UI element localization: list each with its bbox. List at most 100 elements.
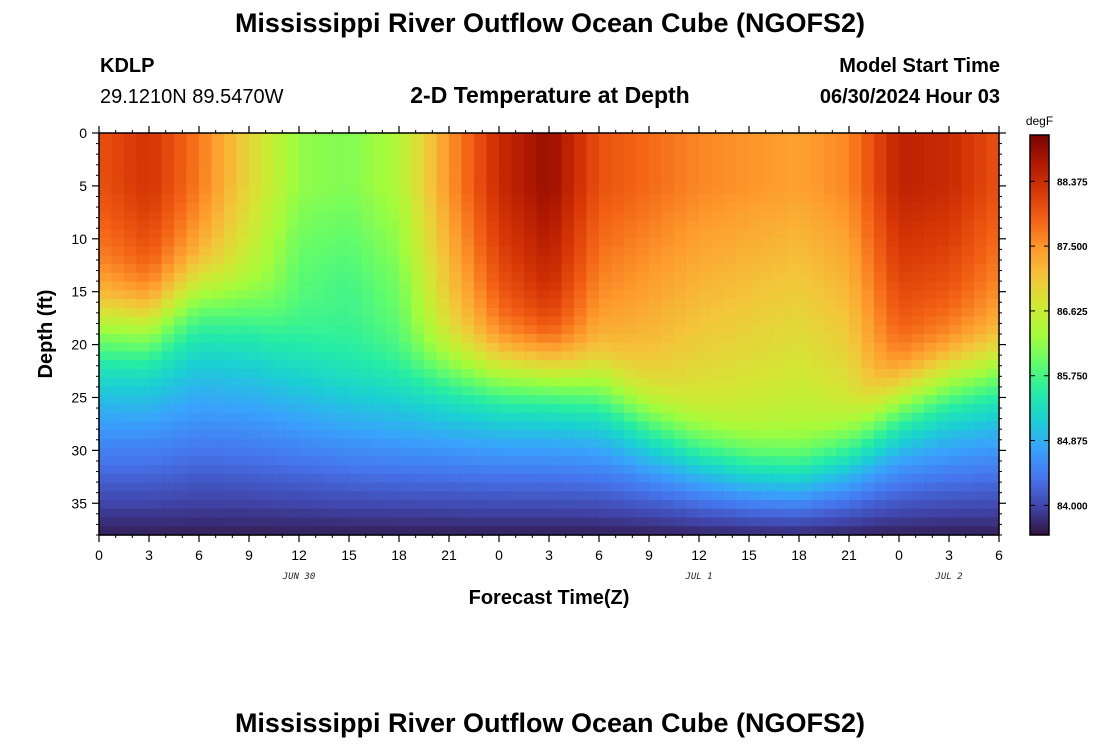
heatmap-cell — [649, 307, 663, 318]
heatmap-cell — [311, 438, 325, 449]
heatmap-cell — [949, 377, 963, 388]
heatmap-cell — [211, 211, 225, 221]
heatmap-cell — [974, 167, 988, 178]
heatmap-cell — [136, 473, 150, 484]
heatmap-cell — [136, 299, 150, 309]
heatmap-cell — [161, 465, 175, 475]
heatmap-cell — [674, 360, 688, 370]
heatmap-cell — [149, 368, 163, 379]
heatmap-cell — [311, 456, 325, 466]
heatmap-cell — [861, 281, 875, 291]
heatmap-cell — [549, 438, 563, 449]
heatmap-cell — [899, 447, 913, 457]
heatmap-cell — [961, 500, 975, 510]
heatmap-cell — [949, 159, 963, 169]
heatmap-cell — [574, 272, 588, 283]
heatmap-cell — [624, 237, 638, 248]
heatmap-cell — [249, 351, 263, 361]
heatmap-cell — [911, 412, 925, 422]
heatmap-cell — [786, 473, 800, 484]
heatmap-cell — [124, 508, 138, 519]
heatmap-cell — [474, 508, 488, 519]
heatmap-cell — [299, 281, 313, 291]
heatmap-cell — [786, 194, 800, 204]
heatmap-cell — [974, 482, 988, 492]
heatmap-cell — [424, 334, 438, 344]
heatmap-cell — [386, 202, 400, 213]
heatmap-cell — [361, 508, 375, 519]
heatmap-cell — [461, 377, 475, 388]
heatmap-cell — [949, 220, 963, 230]
heatmap-cell — [936, 133, 950, 143]
x-tick-label: 3 — [945, 547, 953, 563]
heatmap-cell — [311, 412, 325, 422]
heatmap-cell — [161, 334, 175, 344]
heatmap-cell — [874, 377, 888, 388]
heatmap-cell — [274, 430, 288, 440]
heatmap-cell — [699, 194, 713, 204]
heatmap-cell — [399, 264, 413, 274]
heatmap-cell — [686, 194, 700, 204]
heatmap-cell — [511, 395, 525, 405]
heatmap-cell — [949, 430, 963, 440]
heatmap-cell — [911, 307, 925, 318]
heatmap-cell — [474, 281, 488, 291]
heatmap-cell — [261, 220, 275, 230]
heatmap-cell — [199, 237, 213, 248]
heatmap-cell — [274, 342, 288, 353]
heatmap-cell — [386, 290, 400, 300]
heatmap-cell — [361, 141, 375, 152]
heatmap-cell — [361, 220, 375, 230]
heatmap-cell — [924, 133, 938, 143]
heatmap-cell — [499, 438, 513, 449]
heatmap-cell — [874, 456, 888, 466]
heatmap-cell — [499, 141, 513, 152]
heatmap-cell — [124, 526, 138, 536]
heatmap-cell — [324, 167, 338, 178]
heatmap-cell — [611, 290, 625, 300]
heatmap-cell — [599, 395, 613, 405]
heatmap-cell — [161, 176, 175, 187]
heatmap-cell — [711, 473, 725, 484]
heatmap-cell — [274, 316, 288, 326]
heatmap-cell — [199, 386, 213, 396]
heatmap-cell — [536, 447, 550, 457]
heatmap-cell — [961, 281, 975, 291]
heatmap-cell — [736, 456, 750, 466]
heatmap-cell — [286, 377, 300, 388]
heatmap-cell — [399, 229, 413, 239]
heatmap-cell — [311, 334, 325, 344]
heatmap-cell — [774, 229, 788, 239]
heatmap-cell — [486, 351, 500, 361]
heatmap-cell — [836, 473, 850, 484]
colorbar-tick-label: 85.750 — [1057, 372, 1088, 383]
heatmap-cell — [686, 465, 700, 475]
heatmap-cell — [536, 255, 550, 265]
heatmap-cell — [836, 202, 850, 213]
heatmap-cell — [236, 255, 250, 265]
heatmap-cell — [861, 185, 875, 195]
heatmap-cell — [411, 246, 425, 256]
heatmap-cell — [536, 482, 550, 492]
heatmap-cell — [124, 377, 138, 388]
heatmap-cell — [249, 386, 263, 396]
heatmap-cell — [799, 220, 813, 230]
heatmap-cell — [374, 526, 388, 536]
heatmap-cell — [899, 255, 913, 265]
heatmap-cell — [786, 447, 800, 457]
heatmap-cell — [974, 237, 988, 248]
heatmap-cell — [774, 202, 788, 213]
heatmap-cell — [511, 133, 525, 143]
heatmap-cell — [249, 202, 263, 213]
heatmap-cell — [374, 237, 388, 248]
heatmap-cell — [811, 473, 825, 484]
heatmap-cell — [161, 473, 175, 484]
heatmap-cell — [699, 377, 713, 388]
heatmap-cell — [661, 194, 675, 204]
heatmap-cell — [374, 211, 388, 221]
heatmap-cell — [899, 211, 913, 221]
heatmap-cell — [936, 430, 950, 440]
heatmap-cell — [949, 229, 963, 239]
heatmap-cell — [836, 185, 850, 195]
heatmap-cell — [499, 351, 513, 361]
